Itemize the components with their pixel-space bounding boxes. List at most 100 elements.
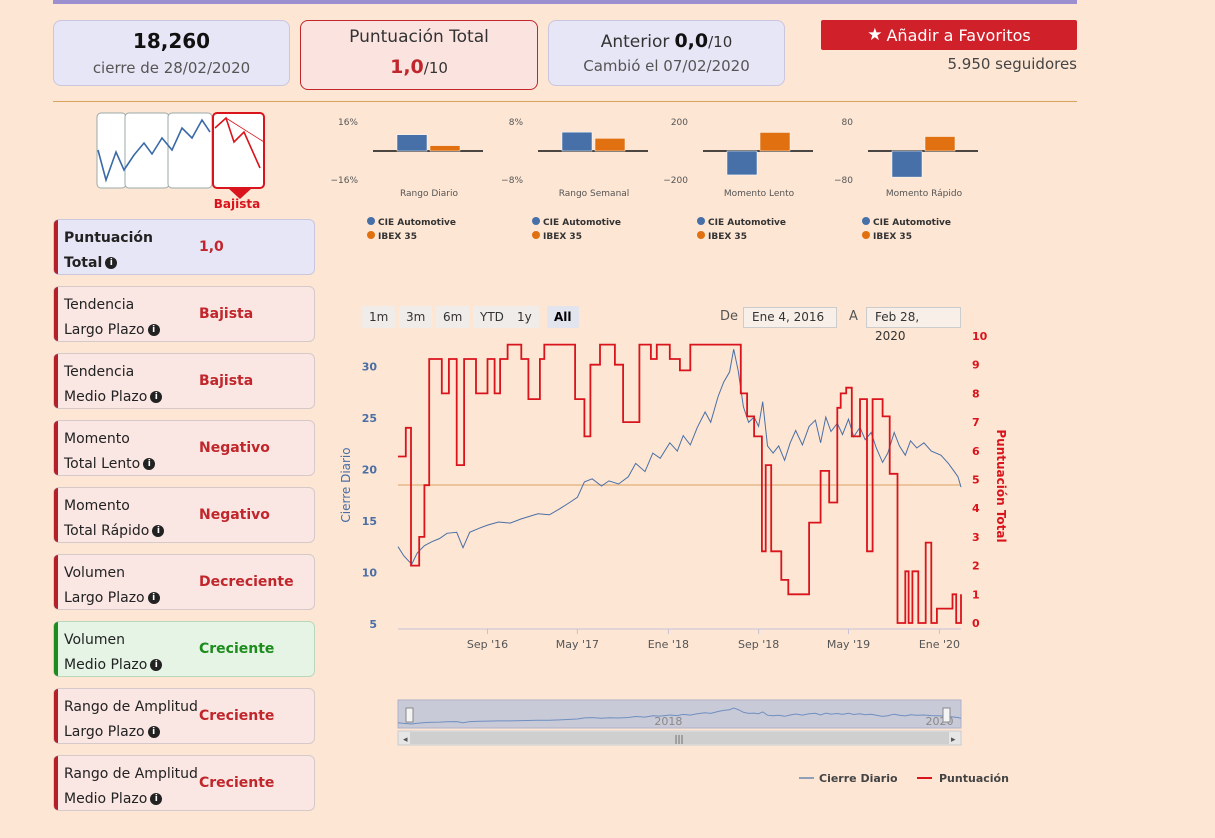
indicator-value: Creciente <box>199 708 275 724</box>
y-tick-label: 20 <box>362 464 378 477</box>
to-date-input[interactable]: Feb 28, 2020 <box>866 307 961 343</box>
indicator-status-bar <box>54 354 58 408</box>
indicator-panel: Volumen Medio Plazo i Creciente <box>53 621 315 677</box>
indicator-label: Rango de Amplitud Medio Plazo i <box>64 762 198 812</box>
navigator-handle-left[interactable] <box>405 707 414 723</box>
price-date: cierre de 28/02/2020 <box>92 59 251 77</box>
trend-option-down-selected[interactable] <box>212 112 265 199</box>
indicator-status-bar <box>54 555 58 609</box>
y-tick-label: 30 <box>362 361 378 374</box>
y-tick-label: 10 <box>362 566 378 579</box>
info-icon[interactable]: i <box>150 391 163 403</box>
score-value: 1,0 <box>390 56 424 78</box>
legend-label-cie[interactable]: CIE Automotive <box>708 218 786 228</box>
main-legend: Cierre Diario Puntuación <box>799 772 1009 785</box>
range-button-1y[interactable]: 1y <box>510 306 539 328</box>
indicator-status-bar <box>54 622 58 676</box>
info-icon[interactable]: i <box>147 324 160 336</box>
trend-selector: Bajista <box>96 112 265 211</box>
section-divider <box>53 101 1077 102</box>
info-icon[interactable]: i <box>152 525 165 537</box>
mini-bar-ibex <box>594 138 626 152</box>
star-icon: ★ <box>867 25 883 45</box>
mini-ytick-top: 16% <box>338 118 358 128</box>
mini-ytick-top: 200 <box>671 118 688 128</box>
y2-tick-label: 2 <box>972 560 980 573</box>
indicator-panel: Tendencia Medio Plazo i Bajista <box>53 353 315 409</box>
mini-bar-cie <box>396 134 428 152</box>
range-button-3m[interactable]: 3m <box>399 306 433 328</box>
indicator-value: Creciente <box>199 641 275 657</box>
indicator-label-line2: Total <box>64 255 103 271</box>
indicator-label-line1: Volumen <box>64 565 125 581</box>
navigator[interactable]: 2018 2020◂ ▸||| <box>397 699 962 746</box>
range-button-1m[interactable]: 1m <box>362 306 396 328</box>
from-date-input[interactable]: Ene 4, 2016 <box>743 307 837 328</box>
indicator-label-line1: Momento <box>64 498 130 514</box>
info-icon[interactable]: i <box>150 659 163 671</box>
scrollbar-thumb[interactable] <box>410 732 949 744</box>
trend-option-range[interactable] <box>96 112 127 189</box>
info-icon[interactable]: i <box>147 592 160 604</box>
indicator-panel: Momento Total Rápido i Negativo <box>53 487 315 543</box>
legend-label-cie[interactable]: CIE Automotive <box>543 218 621 228</box>
mini-chart: 200 −200 Momento Lento CIE Automotive IBEX 3… <box>663 118 813 242</box>
y-axis-title: Cierre Diario <box>339 447 353 522</box>
legend-marker-cie <box>367 217 375 225</box>
mini-bar-ibex <box>924 136 956 152</box>
legend-label-ibex[interactable]: IBEX 35 <box>873 232 912 242</box>
legend-label-ibex[interactable]: IBEX 35 <box>708 232 747 242</box>
scroll-left-icon[interactable]: ◂ <box>403 735 408 745</box>
indicator-value: Bajista <box>199 373 254 389</box>
indicator-status-bar <box>54 488 58 542</box>
range-button-6m[interactable]: 6m <box>436 306 470 328</box>
indicator-panel: Rango de Amplitud Medio Plazo i Creciente <box>53 755 315 811</box>
last-price: 18,260 <box>132 29 211 53</box>
mini-ytick-top: 80 <box>842 118 854 128</box>
indicator-label: Tendencia Medio Plazo i <box>64 360 163 410</box>
range-button-all[interactable]: All <box>547 306 579 328</box>
mini-chart-title: Rango Diario <box>400 189 459 199</box>
legend-label-ibex[interactable]: IBEX 35 <box>378 232 417 242</box>
changed-date: Cambió el 07/02/2020 <box>583 57 750 75</box>
navigator-mask <box>397 699 962 729</box>
y2-tick-label: 4 <box>972 502 980 515</box>
indicator-label-line2: Largo Plazo <box>64 724 145 740</box>
info-icon[interactable]: i <box>105 257 118 269</box>
indicator-label: Volumen Medio Plazo i <box>64 628 163 678</box>
mini-ytick-bottom: −200 <box>663 176 688 186</box>
price-card: 18,260 cierre de 28/02/2020 <box>53 20 290 86</box>
indicator-panel: Volumen Largo Plazo i Decreciente <box>53 554 315 610</box>
legend-label-cie[interactable]: CIE Automotive <box>873 218 951 228</box>
indicator-panel: Puntuación Total i 1,0 <box>53 219 315 275</box>
indicator-status-bar <box>54 220 58 274</box>
close-price-line <box>397 349 962 566</box>
info-icon[interactable]: i <box>143 458 156 470</box>
mini-chart: 16% −16% Rango Diario CIE Automotive IBEX 35 <box>330 118 483 242</box>
info-icon[interactable]: i <box>150 793 163 805</box>
scroll-right-icon[interactable]: ▸ <box>951 735 956 745</box>
score-suffix: /10 <box>423 59 448 77</box>
legend-score-label[interactable]: Puntuación <box>939 772 1009 785</box>
indicator-value: Decreciente <box>199 574 294 590</box>
range-button-ytd[interactable]: YTD <box>473 306 511 328</box>
navigator-year-label: 2018 <box>654 715 682 728</box>
indicator-label-line2: Total Lento <box>64 456 141 472</box>
legend-close-label[interactable]: Cierre Diario <box>819 772 898 785</box>
indicator-label-line2: Total Rápido <box>64 523 150 539</box>
indicator-label-line1: Volumen <box>64 632 125 648</box>
add-favorites-button[interactable]: ★ Añadir a Favoritos <box>821 20 1077 50</box>
navigator-handle-right[interactable] <box>942 707 951 723</box>
legend-label-cie[interactable]: CIE Automotive <box>378 218 456 228</box>
info-icon[interactable]: i <box>147 726 160 738</box>
mini-chart-title: Momento Lento <box>724 189 795 199</box>
y2-tick-label: 5 <box>972 474 980 487</box>
x-tick-label: Sep '18 <box>738 638 779 651</box>
legend-label-ibex[interactable]: IBEX 35 <box>543 232 582 242</box>
indicator-label: Puntuación Total i <box>64 226 153 276</box>
indicator-label-line1: Momento <box>64 431 130 447</box>
y2-tick-label: 10 <box>972 330 988 343</box>
trend-option-up-1[interactable] <box>124 112 170 189</box>
indicator-label-line2: Largo Plazo <box>64 590 145 606</box>
mini-chart: 80 −80 Momento Rápido CIE Automotive IBEX 35 <box>834 118 978 242</box>
